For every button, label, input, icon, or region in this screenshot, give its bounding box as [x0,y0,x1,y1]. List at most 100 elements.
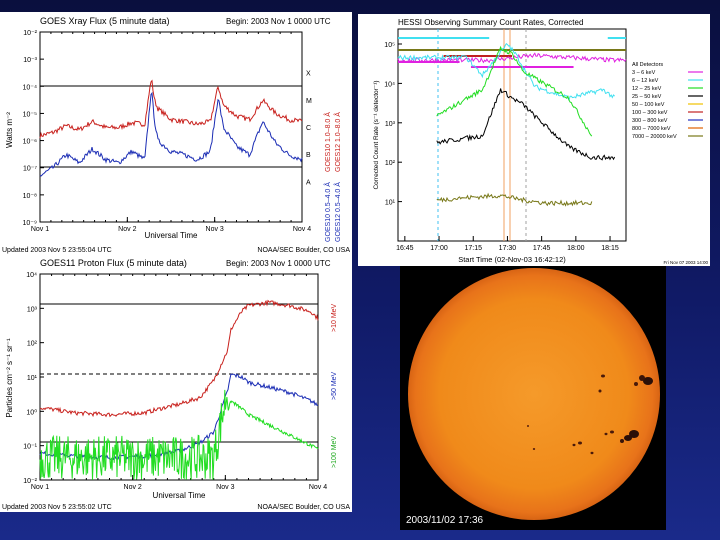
sunspot [629,430,639,438]
hessi-y-axis: 10⁵ 10⁴ 10³ 10² 10¹ [384,42,402,207]
series-line [436,45,593,137]
y-tick-label: 10³ [385,121,396,128]
sunspot [634,382,638,386]
hessi-series-group [397,42,627,207]
proton-series-group [39,299,319,480]
sunspot [639,375,645,381]
sunspot [532,448,536,450]
y-tick-label: 10⁴ [384,81,395,88]
xray-class-label: M [306,98,312,105]
x-tick-label: 18:15 [601,245,619,252]
y-tick-label: 10⁻³ [23,57,37,64]
xray-chart-svg: GOES Xray Flux (5 minute data) Begin: 20… [2,16,350,254]
x-tick-label: 17:15 [464,245,482,252]
hessi-x-axis: 16:45 17:00 17:15 17:30 17:45 18:00 18:15 [396,236,619,252]
series-line [39,79,303,139]
sunspot [643,377,653,385]
sunspot [620,439,624,443]
hessi-legend: 3 – 6 keV 6 – 12 keV 12 – 25 keV 25 – 50 ke… [632,70,703,140]
xray-class-label: A [306,179,311,186]
sunspot [610,430,614,434]
legend-label: 50 – 100 keV [632,102,665,108]
x-tick-label: 17:30 [499,245,517,252]
proton-right-label-10: >10 MeV [331,303,338,332]
hessi-corner-stamp: Fri Nov 07 2003 14:00 [663,260,708,265]
proton-title: GOES11 Proton Flux (5 minute data) [40,258,187,268]
y-tick-label: 10⁰ [26,408,37,416]
series-line [397,42,615,102]
xray-flux-chart: GOES Xray Flux (5 minute data) Begin: 20… [0,12,352,256]
xray-series-group [39,79,303,177]
hessi-legend-title: All Detectors [632,62,663,68]
y-tick-label: 10⁻⁶ [23,139,37,146]
sunspot [604,432,608,436]
hessi-ylabel: Corrected Count Rate (s⁻¹ detector⁻¹) [373,80,380,189]
sun-image-svg: 2003/11/02 17:36 [406,268,660,526]
y-tick-label: 10⁻⁷ [23,166,37,173]
series-line [39,91,303,177]
y-tick-label: 10¹ [385,200,396,207]
proton-ylabel: Particles cm⁻² s⁻¹ sr⁻¹ [5,338,14,418]
legend-label: 100 – 300 keV [632,110,668,116]
hessi-count-rate-chart: HESSI Observing Summary Count Rates, Cor… [358,14,710,266]
series-line [436,88,616,161]
xray-plot-area [39,31,303,223]
x-tick-label: Nov 2 [124,484,142,491]
sun-timestamp: 2003/11/02 17:36 [406,515,484,526]
y-tick-label: 10⁻⁵ [23,111,37,118]
hessi-chart-svg: HESSI Observing Summary Count Rates, Cor… [373,18,708,265]
proton-right-label-50: >50 MeV [331,371,338,400]
sunspot-group-east [598,374,653,393]
series-line [39,389,319,480]
x-tick-label: Nov 4 [293,226,311,233]
proton-right-label-100: >100 MeV [331,436,338,468]
x-tick-label: Nov 2 [118,226,136,233]
sunspot [590,451,594,455]
xray-xlabel: Universal Time [145,231,198,240]
y-tick-label: 10³ [27,306,38,313]
sunspot [601,374,605,378]
xray-begin: Begin: 2003 Nov 1 0000 UTC [226,17,331,26]
xray-title: GOES Xray Flux (5 minute data) [40,16,170,26]
xray-footer-left: Updated 2003 Nov 5 23:55:04 UTC [2,247,112,254]
xray-y-axis: 10⁻² 10⁻³ 10⁻⁴ 10⁻⁵ 10⁻⁶ 10⁻⁷ 10⁻⁸ 10⁻⁹ [23,30,44,227]
y-tick-label: 10⁻² [23,478,37,485]
y-tick-label: 10⁻⁸ [23,193,37,200]
x-tick-label: 17:00 [430,245,448,252]
sunspot [598,389,602,393]
legend-label: 7000 – 20000 keV [632,134,677,140]
sunspot [527,425,529,427]
hessi-title: HESSI Observing Summary Count Rates, Cor… [398,18,583,27]
x-tick-label: Nov 1 [31,226,49,233]
y-tick-label: 10⁻⁴ [23,84,38,91]
y-tick-label: 10⁴ [26,272,37,279]
y-tick-label: 10¹ [27,375,38,382]
xray-class-label: X [306,71,311,78]
x-tick-label: 16:45 [396,245,414,252]
proton-footer-left: Updated 2003 Nov 5 23:55:02 UTC [2,504,112,511]
x-tick-label: Nov 4 [309,484,327,491]
proton-xlabel: Universal Time [153,491,206,500]
series-line [436,192,593,207]
xray-right-label-2: GOES10 1.0–8.0 Å [323,112,332,172]
xray-right-label-1: GOES12 1.0–8.0 Å [333,112,342,172]
proton-chart-svg: GOES11 Proton Flux (5 minute data) Begin… [2,258,350,511]
sun-image-panel: 2003/11/02 17:36 [400,266,666,530]
xray-ylabel: Watts m⁻² [5,112,14,148]
sunspot [624,435,632,441]
x-tick-label: Nov 3 [216,484,234,491]
hessi-plot-area [397,28,627,242]
sunspot [578,441,582,445]
y-tick-label: 10⁻¹ [23,444,37,451]
legend-label: 12 – 25 keV [632,86,662,92]
xray-class-label: C [306,125,311,132]
legend-label: 25 – 50 keV [632,94,662,100]
sunspot-group-south [527,425,639,455]
xray-right-label-4: GOES10 0.5–4.0 Å [323,182,332,242]
y-tick-label: 10⁻⁹ [23,220,37,227]
legend-label: 6 – 12 keV [632,78,659,84]
legend-label: 3 – 6 keV [632,70,656,76]
legend-label: 300 – 800 keV [632,118,668,124]
sun-disk [408,268,660,520]
y-tick-label: 10⁵ [384,42,395,49]
